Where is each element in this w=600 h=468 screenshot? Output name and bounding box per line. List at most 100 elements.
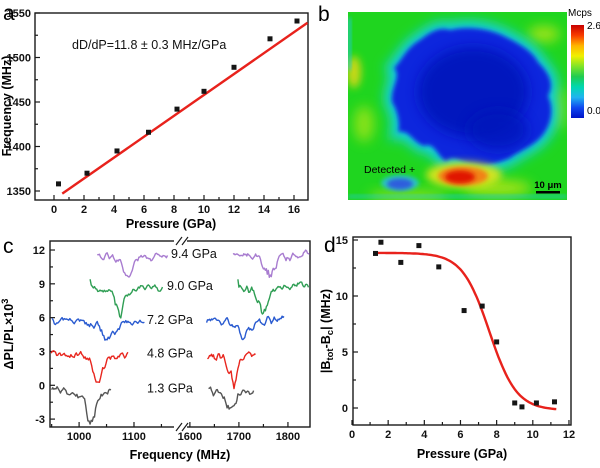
tick-label: 16 — [288, 204, 300, 216]
data-point — [398, 259, 404, 265]
tick-label: 15 — [336, 235, 348, 247]
axis-break-mark — [175, 422, 183, 432]
scalebar — [536, 191, 560, 194]
series-label: 9.0 GPa — [167, 279, 213, 293]
panel-c-xlabel: Frequency (MHz) — [130, 448, 231, 462]
panel-a-annotation: dD/dP=11.8 ± 0.3 MHz/GPa — [72, 38, 226, 52]
colorbar — [571, 25, 584, 118]
data-point — [494, 339, 500, 345]
spectrum-line — [50, 350, 129, 383]
tick-label: 12 — [33, 245, 45, 257]
pl-map-blue-core — [468, 110, 528, 150]
tick-label: 4 — [421, 429, 428, 441]
panel-d-label: d — [324, 234, 336, 257]
data-point — [267, 36, 273, 42]
tick-label: 10 — [527, 429, 539, 441]
panel-d-ylabel: |Btot-Bc| (MHz) — [319, 289, 336, 373]
panel-b-heatmap: Detected + 10 μm — [348, 12, 567, 200]
tick-label: 1350 — [7, 186, 31, 198]
axis-frame — [34, 12, 309, 201]
pl-hotspot-red-core — [445, 170, 475, 184]
series-label: 9.4 GPa — [171, 247, 217, 261]
data-point — [56, 181, 61, 187]
series-label: 4.8 GPa — [147, 347, 193, 361]
data-point — [114, 148, 120, 154]
tick-label: 0 — [39, 380, 45, 392]
panel-a-xlabel: Pressure (GPa) — [126, 217, 216, 231]
axis-break-gap — [174, 424, 187, 430]
pl-map-cyan-edge — [348, 18, 351, 70]
tick-label: 1550 — [7, 8, 31, 20]
axis-frame — [352, 236, 572, 426]
panel-d-xlabel: Pressure (GPa) — [417, 447, 507, 461]
tick-label: 1450 — [7, 97, 31, 109]
tick-label: 6 — [457, 429, 463, 441]
panel-a-label: a — [3, 2, 15, 25]
tick-label: 6 — [39, 313, 45, 325]
data-point — [84, 170, 90, 176]
tick-label: 0 — [349, 429, 355, 441]
tick-label: 1700 — [227, 431, 251, 443]
panel-a-plot-area: 0 2 4 6 8 10 12 14 16 1350 1400 1450 1500 1550 — [7, 8, 309, 216]
data-point — [461, 308, 467, 314]
colorbar-title: Mcps — [568, 8, 592, 19]
data-point — [416, 243, 422, 249]
fit-sigmoid — [375, 251, 557, 411]
tick-label: 0 — [342, 403, 348, 415]
axis-break-mark — [175, 236, 183, 246]
tick-label: 2 — [385, 429, 391, 441]
data-point — [146, 129, 151, 135]
fit-line — [61, 21, 309, 195]
tick-label: 1600 — [178, 431, 202, 443]
tick-label: 12 — [563, 429, 575, 441]
pl-map-cyan-edge — [348, 195, 567, 198]
spectrum-line — [237, 279, 310, 315]
panel-d-chart: Pressure (GPa) |Btot-Bc| (MHz) 0 2 4 6 8 10 12… — [319, 235, 575, 461]
spectrum-line — [50, 386, 112, 425]
spectrum-line — [207, 351, 256, 390]
pl-map-yellow-patch — [354, 106, 374, 142]
axis-break-gap — [174, 238, 187, 244]
pl-map-yellow-patch — [348, 56, 361, 88]
panel-c-ylabel: ΔPL/PL×103 — [0, 299, 16, 370]
tick-label: 6 — [141, 204, 147, 216]
scalebar-label: 10 μm — [534, 180, 561, 191]
tick-label: 2 — [81, 204, 87, 216]
spectrum-line — [51, 316, 145, 341]
panel-a-ylabel: Frequency (MHz) — [0, 56, 14, 157]
panel-d-plot-area: 0 2 4 6 8 10 12 0 5 10 15 — [336, 235, 575, 441]
panel-c-label: c — [3, 235, 14, 258]
tick-label: 1500 — [7, 53, 31, 65]
data-point — [512, 400, 518, 406]
tick-label: 4 — [111, 204, 118, 216]
panel-b-label: b — [318, 3, 330, 26]
panel-a-chart: Pressure (GPa) Frequency (MHz) dD/dP=11.… — [0, 8, 309, 231]
pl-small-blue-spot — [387, 178, 413, 190]
colorbar-max-label: 2.6 — [587, 21, 600, 32]
data-point — [373, 250, 379, 256]
axis-break-mark — [181, 236, 189, 246]
data-point — [436, 264, 442, 270]
data-point — [378, 239, 384, 245]
tick-label: 8 — [494, 429, 500, 441]
spectrum-line — [89, 279, 164, 319]
data-point — [201, 88, 207, 94]
tick-label: 14 — [258, 204, 271, 216]
colorbar-min-label: 0.0 — [587, 106, 600, 117]
axis-break-mark — [181, 422, 189, 432]
tick-label: 8 — [171, 204, 177, 216]
tick-label: 10 — [198, 204, 210, 216]
tick-label: 1400 — [7, 142, 31, 154]
tick-label: 10 — [336, 291, 348, 303]
tick-label: -3 — [35, 414, 45, 426]
data-point — [519, 404, 525, 410]
tick-label: 0 — [51, 204, 57, 216]
pl-map-yellow-patch — [528, 26, 560, 42]
spectrum-line — [208, 386, 255, 410]
tick-label: 9 — [39, 279, 45, 291]
detected-position-label: Detected + — [364, 164, 415, 176]
axis-frame — [49, 240, 311, 428]
data-point — [174, 106, 180, 112]
data-point — [551, 399, 557, 405]
